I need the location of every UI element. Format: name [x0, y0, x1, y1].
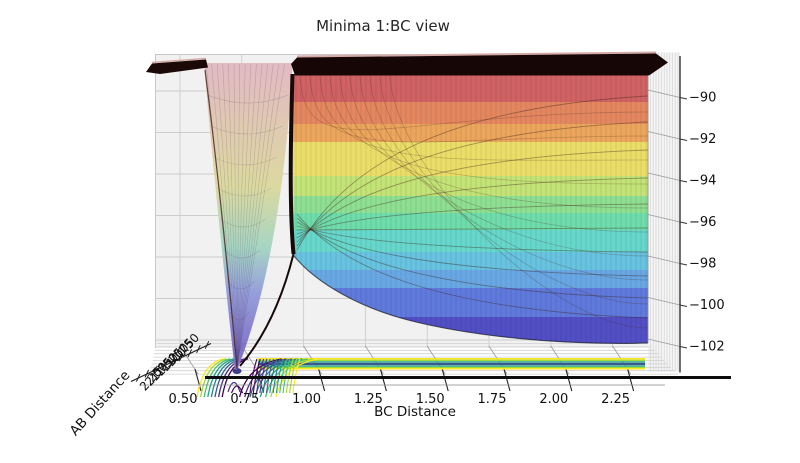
plot-title: Minima 1:BC view: [316, 17, 450, 35]
surface-front-edge: [293, 255, 649, 344]
y-axis-label: AB Distance: [67, 368, 134, 440]
z-tick-label: −96: [689, 215, 716, 230]
potential-well: [204, 63, 292, 370]
x-tick-label: 1.75: [478, 392, 507, 407]
z-tick-label: −90: [689, 91, 716, 106]
right-pane-lines: [647, 53, 688, 371]
x-tick-label: 2.00: [539, 392, 568, 407]
x-axis-label: BC Distance: [374, 404, 456, 420]
z-tick-label: −102: [689, 340, 725, 355]
main-surface: [239, 73, 649, 367]
surface-mesh: [295, 74, 648, 344]
x-tick-label: 1.25: [354, 392, 383, 407]
x-tick-label: 0.50: [169, 392, 198, 407]
well-right-silhouette-lower: [239, 253, 295, 367]
main-cap: [291, 53, 668, 76]
plateau-caps: [146, 51, 668, 76]
well-surface: [204, 63, 292, 370]
x-tick-label: 2.25: [601, 392, 630, 407]
x-tick-label: 1.00: [292, 392, 321, 407]
x-tick-label: 0.75: [230, 392, 259, 407]
well-left-edge: [204, 69, 238, 370]
well-right-silhouette: [288, 73, 296, 255]
left-cap-highlight: [151, 57, 207, 64]
x-tick-label: 1.50: [416, 392, 445, 407]
z-tick-label: −100: [689, 298, 725, 313]
z-tick-label: −92: [689, 132, 716, 147]
surface-fill: [292, 74, 648, 344]
left-cap: [146, 59, 208, 74]
y-axis-ticks: [135, 340, 210, 382]
z-tick-label: −98: [689, 257, 716, 272]
main-cap-highlight: [296, 51, 657, 58]
z-tick-label: −94: [689, 174, 716, 189]
